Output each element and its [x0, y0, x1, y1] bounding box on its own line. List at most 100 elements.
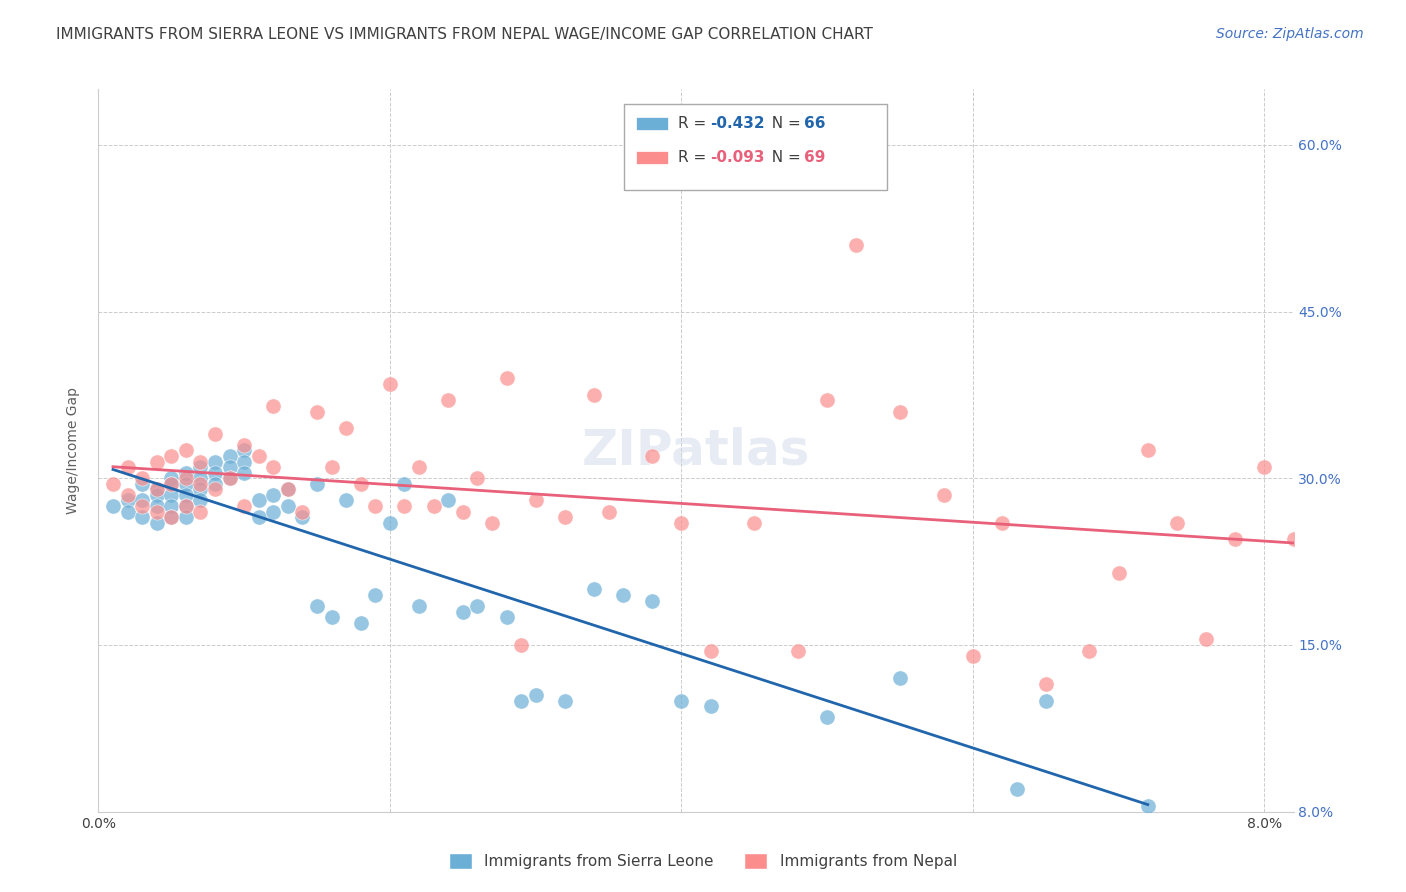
Point	[1282, 533, 1305, 547]
FancyBboxPatch shape	[637, 152, 668, 164]
Point	[145, 488, 167, 502]
Point	[1035, 693, 1057, 707]
Point	[190, 505, 212, 519]
Point	[408, 460, 430, 475]
Point	[204, 426, 226, 441]
Point	[1253, 460, 1275, 475]
Point	[510, 638, 533, 652]
Point	[247, 449, 270, 463]
Point	[291, 510, 314, 524]
Point	[262, 505, 284, 519]
Y-axis label: Wage/Income Gap: Wage/Income Gap	[66, 387, 80, 514]
Text: R =: R =	[678, 116, 711, 131]
Point	[190, 454, 212, 468]
Text: -0.093: -0.093	[710, 151, 765, 165]
Point	[233, 438, 256, 452]
Text: IMMIGRANTS FROM SIERRA LEONE VS IMMIGRANTS FROM NEPAL WAGE/INCOME GAP CORRELATIO: IMMIGRANTS FROM SIERRA LEONE VS IMMIGRAN…	[56, 27, 873, 42]
Point	[962, 649, 984, 664]
Point	[145, 499, 167, 513]
Point	[218, 471, 240, 485]
Point	[742, 516, 765, 530]
Point	[277, 483, 299, 497]
Point	[305, 404, 328, 418]
Point	[174, 488, 197, 502]
Point	[378, 376, 401, 391]
Point	[204, 454, 226, 468]
Point	[277, 483, 299, 497]
Point	[1005, 782, 1028, 797]
Point	[481, 516, 503, 530]
Point	[671, 693, 693, 707]
Point	[174, 466, 197, 480]
Point	[190, 460, 212, 475]
Point	[117, 505, 139, 519]
Text: R =: R =	[678, 151, 711, 165]
Point	[524, 493, 547, 508]
Text: N =: N =	[762, 151, 806, 165]
Point	[160, 476, 183, 491]
Point	[145, 454, 167, 468]
Text: N =: N =	[762, 116, 806, 131]
Point	[350, 615, 373, 630]
Point	[277, 499, 299, 513]
Point	[612, 588, 634, 602]
Point	[845, 237, 868, 252]
Text: 66: 66	[804, 116, 825, 131]
Point	[554, 510, 576, 524]
Point	[160, 499, 183, 513]
Point	[437, 493, 460, 508]
Point	[394, 499, 416, 513]
Point	[364, 499, 387, 513]
Point	[467, 471, 489, 485]
Point	[131, 476, 153, 491]
Point	[131, 499, 153, 513]
Point	[451, 605, 474, 619]
Point	[145, 505, 167, 519]
Point	[350, 476, 373, 491]
Point	[131, 510, 153, 524]
Point	[101, 499, 124, 513]
Point	[321, 460, 343, 475]
Point	[233, 443, 256, 458]
Point	[145, 483, 167, 497]
FancyBboxPatch shape	[624, 103, 887, 190]
Point	[145, 516, 167, 530]
Point	[335, 493, 357, 508]
Point	[451, 505, 474, 519]
Point	[641, 593, 664, 607]
Point	[1035, 677, 1057, 691]
Point	[204, 466, 226, 480]
Point	[510, 693, 533, 707]
Point	[495, 610, 517, 624]
Point	[204, 483, 226, 497]
Text: 69: 69	[804, 151, 825, 165]
Point	[1195, 632, 1218, 647]
Point	[101, 476, 124, 491]
Point	[262, 399, 284, 413]
Point	[190, 483, 212, 497]
Point	[174, 499, 197, 513]
Point	[437, 393, 460, 408]
Point	[378, 516, 401, 530]
Point	[233, 466, 256, 480]
Point	[364, 588, 387, 602]
Point	[160, 476, 183, 491]
Point	[671, 516, 693, 530]
Point	[117, 493, 139, 508]
Point	[408, 599, 430, 613]
Point	[174, 471, 197, 485]
Point	[1136, 443, 1159, 458]
Point	[174, 510, 197, 524]
Point	[218, 471, 240, 485]
Point	[131, 493, 153, 508]
Point	[204, 476, 226, 491]
Text: Source: ZipAtlas.com: Source: ZipAtlas.com	[1216, 27, 1364, 41]
Point	[598, 505, 620, 519]
Point	[889, 671, 911, 685]
Point	[247, 510, 270, 524]
Point	[1136, 799, 1159, 814]
Text: -0.432: -0.432	[710, 116, 765, 131]
Point	[524, 688, 547, 702]
Point	[247, 493, 270, 508]
Point	[582, 582, 605, 597]
